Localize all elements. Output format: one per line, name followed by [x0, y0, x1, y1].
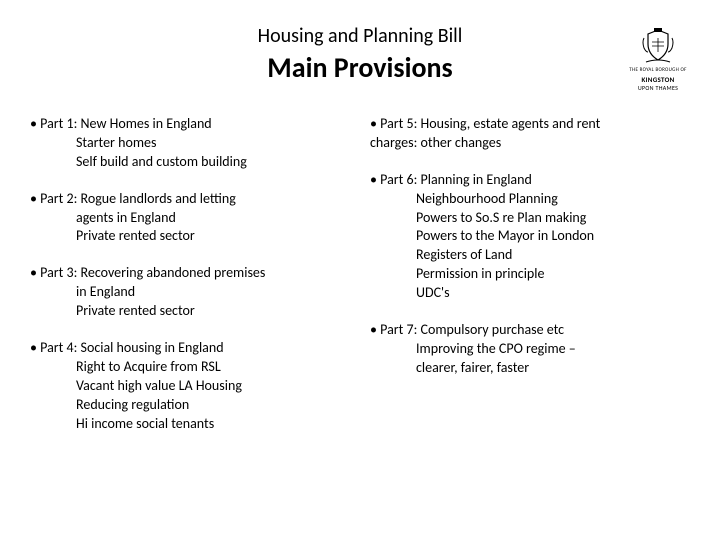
item-subline: in England — [30, 283, 350, 302]
crest-line3: UPON THAMES — [626, 85, 690, 92]
list-item: • Part 5: Housing, estate agents and ren… — [370, 115, 690, 153]
item-subline: clearer, fairer, faster — [370, 359, 690, 378]
list-item: • Part 6: Planning in EnglandNeighbourho… — [370, 171, 690, 303]
item-subline: Permission in principle — [370, 265, 690, 284]
item-subline: agents in England — [30, 209, 350, 228]
item-heading: • Part 7: Compulsory purchase etc — [370, 321, 690, 340]
item-subline: Registers of Land — [370, 246, 690, 265]
item-subline: Hi income social tenants — [30, 415, 350, 434]
crest-line2: KINGSTON — [626, 76, 690, 84]
item-heading: • Part 4: Social housing in England — [30, 339, 350, 358]
page-title: Main Provisions — [0, 50, 720, 85]
item-heading: • Part 5: Housing, estate agents and ren… — [370, 115, 690, 134]
list-item: • Part 1: New Homes in EnglandStarter ho… — [30, 115, 350, 172]
item-subline: Right to Acquire from RSL — [30, 358, 350, 377]
crest-icon — [638, 28, 678, 66]
list-item: • Part 3: Recovering abandoned premisesi… — [30, 264, 350, 321]
item-heading: • Part 6: Planning in England — [370, 171, 690, 190]
item-subline: UDC's — [370, 284, 690, 303]
list-item: • Part 2: Rogue landlords and lettingage… — [30, 190, 350, 247]
item-subline: Improving the CPO regime – — [370, 340, 690, 359]
item-subline: Private rented sector — [30, 227, 350, 246]
right-column: • Part 5: Housing, estate agents and ren… — [370, 115, 690, 451]
item-heading: • Part 1: New Homes in England — [30, 115, 350, 134]
page-subtitle: Housing and Planning Bill — [0, 24, 720, 48]
item-subline: Powers to the Mayor in London — [370, 227, 690, 246]
item-heading: • Part 2: Rogue landlords and letting — [30, 190, 350, 209]
item-subline: Self build and custom building — [30, 153, 350, 172]
item-subline: Powers to So.S re Plan making — [370, 209, 690, 228]
item-subline: Private rented sector — [30, 302, 350, 321]
item-continuation: charges: other changes — [370, 134, 690, 153]
item-subline: Reducing regulation — [30, 396, 350, 415]
list-item: • Part 7: Compulsory purchase etcImprovi… — [370, 321, 690, 378]
left-column: • Part 1: New Homes in EnglandStarter ho… — [30, 115, 350, 451]
list-item: • Part 4: Social housing in EnglandRight… — [30, 339, 350, 433]
item-subline: Vacant high value LA Housing — [30, 377, 350, 396]
content-columns: • Part 1: New Homes in EnglandStarter ho… — [0, 85, 720, 451]
item-subline: Starter homes — [30, 134, 350, 153]
item-heading: • Part 3: Recovering abandoned premises — [30, 264, 350, 283]
borough-crest: THE ROYAL BOROUGH OF KINGSTON UPON THAME… — [626, 28, 690, 92]
item-subline: Neighbourhood Planning — [370, 190, 690, 209]
crest-line1: THE ROYAL BOROUGH OF — [626, 68, 690, 74]
